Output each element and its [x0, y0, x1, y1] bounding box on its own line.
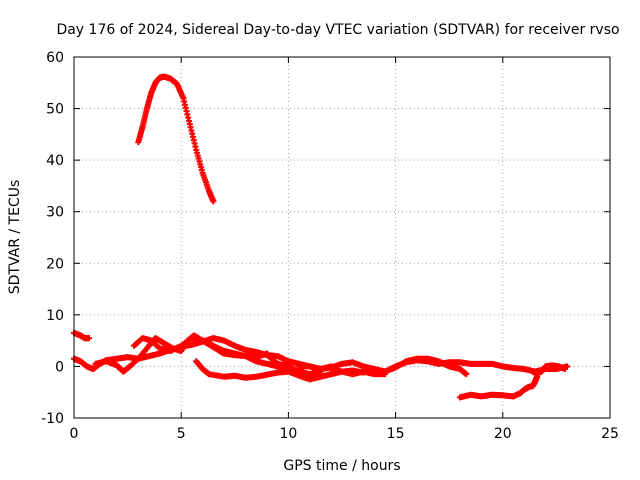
- axis-ticks: 0 5 10 15 20 25 -10 0 10 20 30 40 50 60: [41, 50, 619, 442]
- y-tick-label: 40: [46, 153, 64, 169]
- x-tick-label: 20: [494, 426, 512, 442]
- plot-frame: [73, 56, 611, 419]
- y-tick-label: 60: [46, 50, 64, 66]
- x-tick-label: 0: [70, 426, 79, 442]
- chart-title: Day 176 of 2024, Sidereal Day-to-day VTE…: [56, 22, 619, 38]
- series-arc-early: [71, 329, 93, 342]
- x-tick-label: 10: [279, 426, 297, 442]
- series-arc-8: [531, 362, 568, 378]
- series-arc-high: [135, 73, 217, 205]
- data-point: [210, 198, 217, 205]
- data-series: [71, 73, 571, 401]
- x-axis-label: GPS time / hours: [283, 458, 400, 474]
- y-tick-label: 0: [55, 359, 64, 375]
- series-arc-7: [456, 373, 541, 401]
- data-point: [561, 366, 568, 373]
- y-tick-label: 30: [46, 205, 64, 221]
- y-axis-label: SDTVAR / TECUs: [7, 180, 23, 295]
- x-tick-label: 15: [387, 426, 405, 442]
- x-tick-label: 25: [601, 426, 619, 442]
- x-tick-label: 5: [177, 426, 186, 442]
- y-tick-label: -10: [41, 411, 64, 427]
- y-tick-label: 20: [46, 256, 64, 272]
- data-point: [86, 335, 93, 342]
- y-tick-label: 50: [46, 102, 64, 118]
- data-point: [463, 371, 470, 378]
- y-tick-label: 10: [46, 308, 64, 324]
